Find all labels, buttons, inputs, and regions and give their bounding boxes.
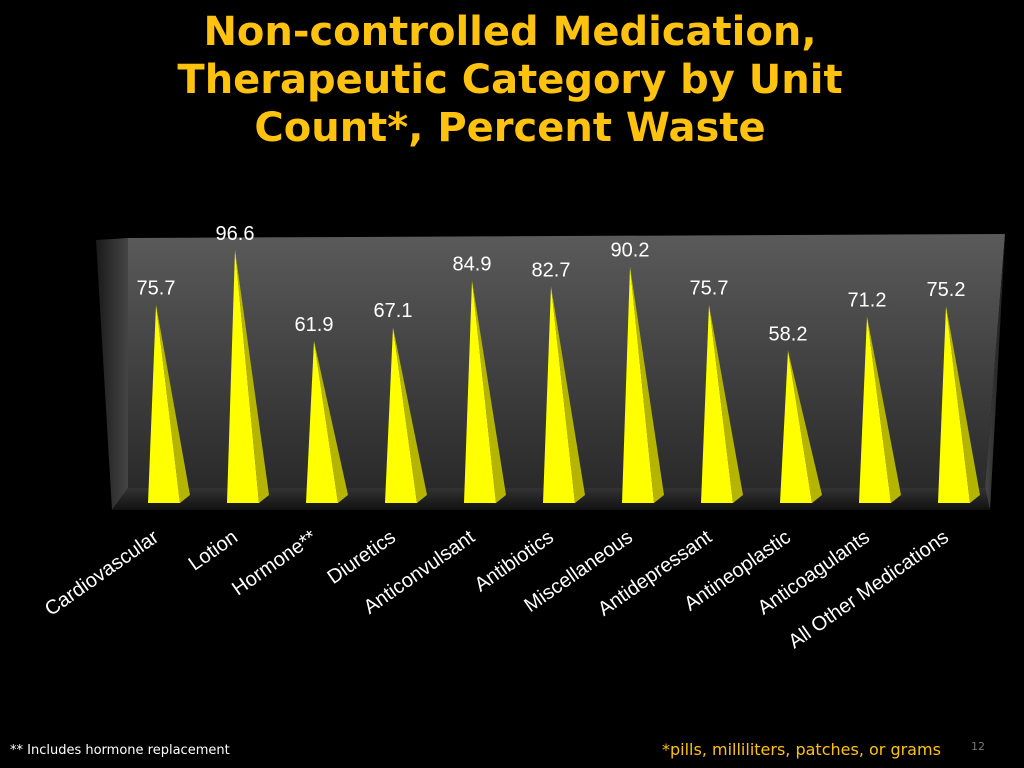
bar-miscellaneous bbox=[622, 266, 654, 503]
bar-anticoagulants bbox=[859, 316, 891, 503]
bar-side-anticonvulsant bbox=[472, 280, 506, 503]
chart-right-wall bbox=[985, 234, 1005, 510]
bar-antineoplastic bbox=[780, 350, 812, 503]
bar-side-lotion bbox=[235, 249, 269, 503]
footnote-units: *pills, milliliters, patches, or grams bbox=[662, 740, 941, 759]
bar-side-antineoplastic bbox=[788, 350, 822, 503]
chart-title-line-1: Non-controlled Medication, bbox=[203, 9, 817, 55]
value-label-antibiotics: 82.7 bbox=[532, 259, 571, 281]
value-label-hormone: 61.9 bbox=[295, 314, 334, 336]
bar-cardiovascular bbox=[148, 304, 180, 503]
bar-side-cardiovascular bbox=[156, 304, 190, 503]
chart-title-line-3: Count*, Percent Waste bbox=[254, 105, 766, 151]
bar-lotion bbox=[227, 249, 259, 503]
category-label-hormone: Hormone** bbox=[228, 526, 321, 600]
bar-side-hormone bbox=[314, 340, 348, 503]
footnote-hormone: ** Includes hormone replacement bbox=[10, 743, 230, 758]
bar-side-all-other-medications bbox=[946, 305, 980, 503]
bar-side-antibiotics bbox=[551, 286, 585, 503]
chart-left-wall bbox=[96, 238, 128, 510]
bar-antibiotics bbox=[543, 286, 575, 503]
value-label-all-other-medications: 75.2 bbox=[927, 279, 966, 301]
bar-antidepressant bbox=[701, 304, 733, 503]
bar-all-other-medications bbox=[938, 305, 970, 503]
value-label-anticonvulsant: 84.9 bbox=[453, 254, 492, 276]
value-label-lotion: 96.6 bbox=[216, 223, 255, 245]
value-label-miscellaneous: 90.2 bbox=[611, 240, 650, 262]
value-label-cardiovascular: 75.7 bbox=[137, 278, 176, 300]
value-label-antineoplastic: 58.2 bbox=[769, 324, 808, 346]
bar-diuretics bbox=[385, 327, 417, 503]
bar-side-anticoagulants bbox=[867, 316, 901, 503]
category-label-cardiovascular: Cardiovascular bbox=[41, 526, 163, 621]
bar-side-antidepressant bbox=[709, 304, 743, 503]
chart-title-line-2: Therapeutic Category by Unit bbox=[177, 57, 843, 103]
bar-anticonvulsant bbox=[464, 280, 496, 503]
bar-hormone bbox=[306, 340, 338, 503]
bar-side-miscellaneous bbox=[630, 266, 664, 503]
value-label-diuretics: 67.1 bbox=[374, 300, 413, 322]
slide-number: 12 bbox=[971, 740, 985, 753]
bar-side-diuretics bbox=[393, 327, 427, 503]
chart-title: Non-controlled Medication, Therapeutic C… bbox=[60, 8, 960, 152]
category-label-lotion: Lotion bbox=[185, 526, 242, 575]
value-label-antidepressant: 75.7 bbox=[690, 278, 729, 300]
value-label-anticoagulants: 71.2 bbox=[848, 289, 887, 311]
category-label-diuretics: Diuretics bbox=[324, 526, 400, 589]
